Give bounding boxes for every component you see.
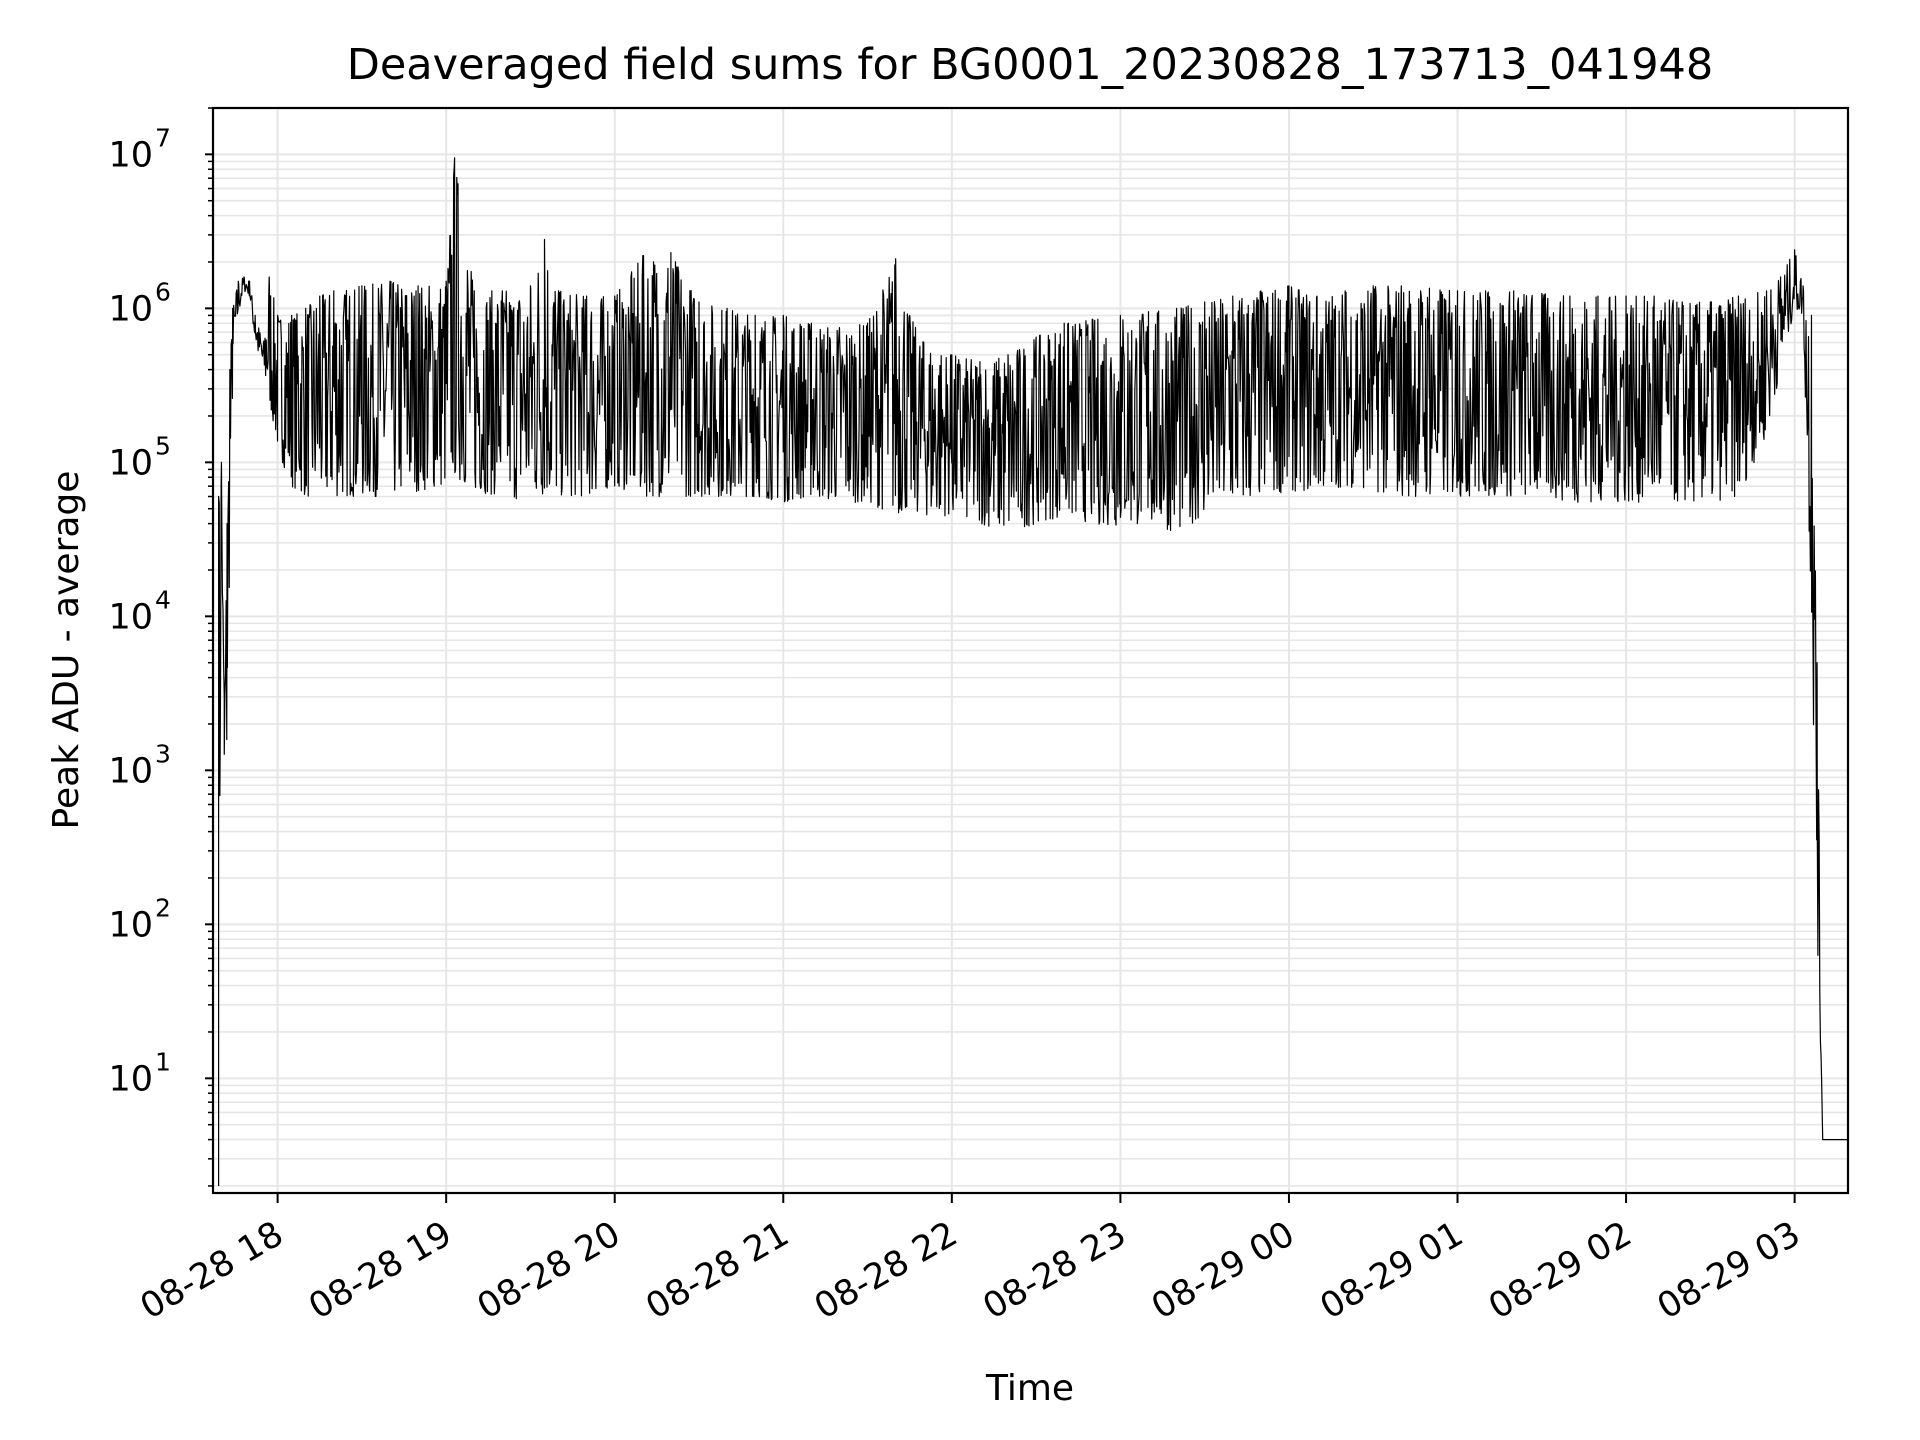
y-tick-label: 10 [108,751,153,791]
x-axis-label: Time [985,1368,1074,1409]
y-tick-exponent: 7 [155,123,171,152]
x-tick-label: 08-29 02 [1482,1214,1638,1327]
x-tick-label: 08-28 18 [134,1214,290,1327]
y-tick-label: 10 [108,135,153,175]
series-line [218,157,1848,1186]
chart-title: Deaveraged field sums for BG0001_2023082… [347,40,1714,90]
y-tick-exponent: 4 [155,585,171,614]
y-tick-exponent: 5 [155,431,171,460]
y-tick-exponent: 1 [155,1047,171,1076]
x-tick-label: 08-28 21 [639,1214,795,1327]
x-tick-label: 08-28 22 [808,1214,964,1327]
y-tick-label: 10 [108,905,153,945]
y-axis-label: Peak ADU - average [46,471,87,830]
x-tick-label: 08-28 20 [471,1214,627,1327]
x-tick-label: 08-28 23 [977,1214,1133,1327]
data-series [218,157,1848,1186]
y-tick-exponent: 6 [155,277,171,306]
y-tick-label: 10 [108,289,153,329]
y-tick-label: 10 [108,597,153,637]
x-tick-label: 08-29 03 [1651,1214,1807,1327]
x-tick-label: 08-29 01 [1314,1214,1470,1327]
y-tick-exponent: 2 [155,893,171,922]
x-axis-ticks: 08-28 18 08-28 19 08-28 20 08-28 21 08-28 22… [134,1193,1807,1327]
x-tick-label: 08-29 00 [1145,1214,1301,1327]
x-tick-label: 08-28 19 [302,1214,458,1327]
y-tick-label: 10 [108,443,153,483]
y-tick-exponent: 3 [155,739,171,768]
y-tick-label: 10 [108,1059,153,1099]
